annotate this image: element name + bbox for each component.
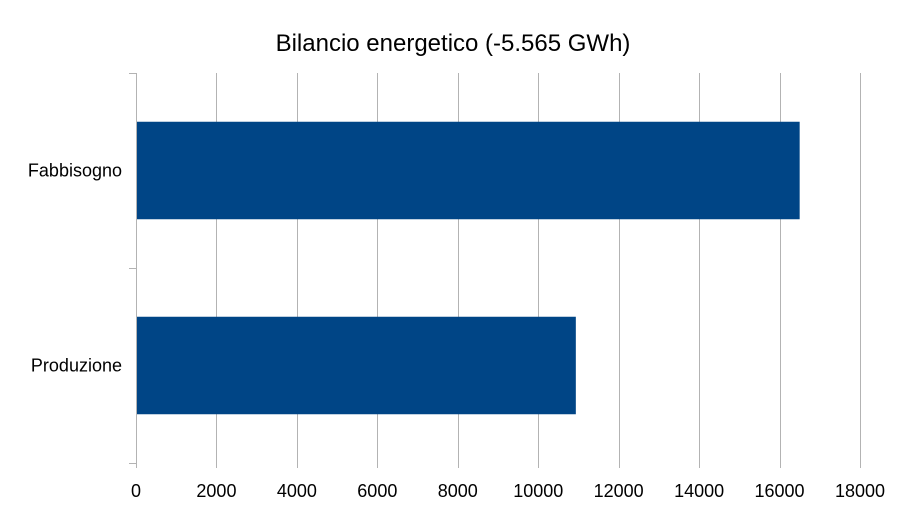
category-label: Produzione — [31, 356, 122, 376]
x-tick-label: 12000 — [594, 481, 644, 501]
category-labels: Fabbisogno Produzione — [28, 161, 122, 376]
x-tick-label: 4000 — [277, 481, 317, 501]
x-tick-label: 2000 — [196, 481, 236, 501]
x-tick-label: 0 — [131, 481, 141, 501]
x-tick-label: 8000 — [438, 481, 478, 501]
x-tick-label: 18000 — [835, 481, 885, 501]
bars — [137, 121, 800, 415]
x-tick-label: 10000 — [513, 481, 563, 501]
axes — [129, 73, 861, 468]
x-tick-label: 6000 — [357, 481, 397, 501]
x-tick-labels: 0 2000 4000 6000 8000 10000 12000 14000 16000 180… — [131, 481, 885, 501]
bar — [137, 316, 576, 415]
chart-title: Bilancio energetico (-5.565 GWh) — [276, 30, 631, 57]
x-tick-label: 16000 — [755, 481, 805, 501]
x-tick-label: 14000 — [674, 481, 724, 501]
bar — [137, 121, 800, 220]
category-label: Fabbisogno — [28, 161, 122, 181]
